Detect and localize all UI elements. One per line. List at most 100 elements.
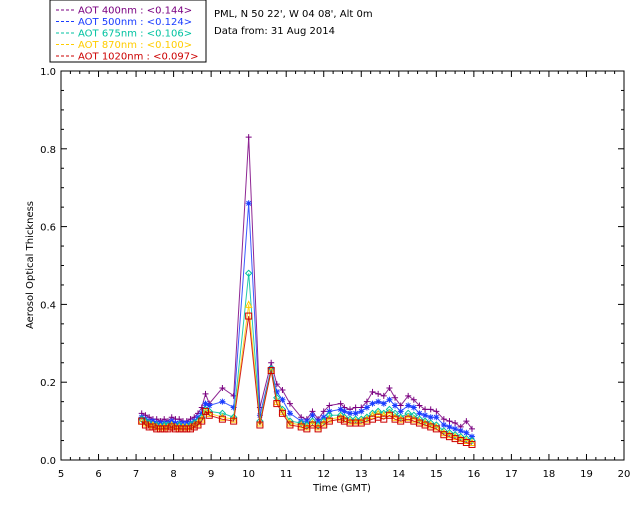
data-point [422,406,429,413]
x-axis: 5 6 7 8 9 10 11 12 13 14 15 16 17 18 19 20 [58,71,631,480]
data-point [463,429,470,436]
data-point [341,408,348,415]
data-point [206,402,213,409]
legend-entry: AOT 1020nm : <0.097> [78,52,198,63]
data-point [457,432,465,441]
data-point [363,415,371,423]
x-tick-label: 16 [467,469,480,480]
x-tick-label: 13 [355,469,368,480]
data-point [303,422,311,431]
data-point [314,425,322,433]
x-tick-label: 11 [280,469,293,480]
data-point [374,409,382,417]
data-point [145,420,154,429]
x-tick-label: 6 [95,469,101,480]
data-point [156,422,165,431]
data-point [219,398,226,405]
y-axis-label: Aerosol Optical Thickness [25,201,36,329]
y-axis: 0.0 0.2 0.4 0.6 0.8 1.0 [40,67,624,467]
data-point [202,407,210,415]
data-marks [137,134,476,448]
legend-entry: AOT 400nm : <0.144> [78,6,192,17]
data-point [245,134,252,141]
data-point [175,425,183,433]
data-point [358,408,365,415]
data-point [452,425,459,432]
x-tick-label: 14 [392,469,405,480]
legend-entry: AOT 870nm : <0.100> [78,40,192,51]
data-point [168,423,176,431]
x-tick-label: 20 [618,469,631,480]
data-point [314,421,322,429]
data-point [286,421,294,429]
data-point [229,415,238,423]
data-point [433,414,440,421]
plot-frame [60,70,625,461]
data-point [468,440,476,448]
data-point [379,411,388,419]
data-point [205,411,213,419]
data-point [336,413,345,421]
legend-entry: AOT 500nm : <0.124> [78,17,192,28]
data-point [432,422,441,431]
data-point [198,417,206,425]
data-point [175,421,183,429]
data-point [286,400,293,407]
data-point [230,417,238,425]
data-point [190,423,198,431]
data-point [451,431,459,439]
data-point [396,413,405,421]
data-point [279,396,286,403]
x-tick-label: 17 [505,469,518,480]
data-point [432,425,440,433]
data-point [175,422,184,431]
data-point [380,400,387,407]
data-point [320,414,327,421]
x-tick-label: 8 [170,469,176,480]
data-point [308,417,317,425]
data-point [156,425,164,433]
y-tick-label: 0.0 [40,456,56,467]
data-point [351,416,360,425]
data-point [462,436,471,445]
data-point [347,410,354,417]
data-point [182,422,191,431]
data-point [273,397,281,406]
data-point [171,425,179,433]
data-point [141,417,150,425]
x-tick-label: 9 [208,469,214,480]
data-point [245,312,253,320]
data-point [308,421,316,429]
data-point [432,421,441,429]
data-point [268,359,275,366]
data-point [164,425,172,433]
data-point [320,421,328,429]
x-tick-label: 10 [242,469,255,480]
data-point [422,412,429,419]
legend-entry: AOT 675nm : <0.106> [78,29,192,40]
data-point [326,408,333,415]
data-point [319,418,328,427]
series-1 [138,200,475,440]
data-point [256,418,264,427]
data-point [179,425,187,433]
series-line [141,316,473,445]
data-point [273,400,281,408]
data-point [421,418,429,427]
data-point [368,411,377,419]
data-point [352,410,359,417]
y-tick-label: 0.4 [40,300,56,311]
data-point [205,407,213,416]
x-tick-label: 15 [430,469,443,480]
data-point [351,415,360,423]
data-point [421,417,429,425]
data-point [380,415,388,423]
data-point [440,421,447,428]
data-point [183,425,191,433]
data-point [391,413,399,421]
data-point [244,300,253,308]
legend: AOT 400nm : <0.144>AOT 500nm : <0.124>AO… [56,6,198,63]
data-point [410,415,418,423]
data-point [405,392,412,399]
data-point [468,438,476,446]
